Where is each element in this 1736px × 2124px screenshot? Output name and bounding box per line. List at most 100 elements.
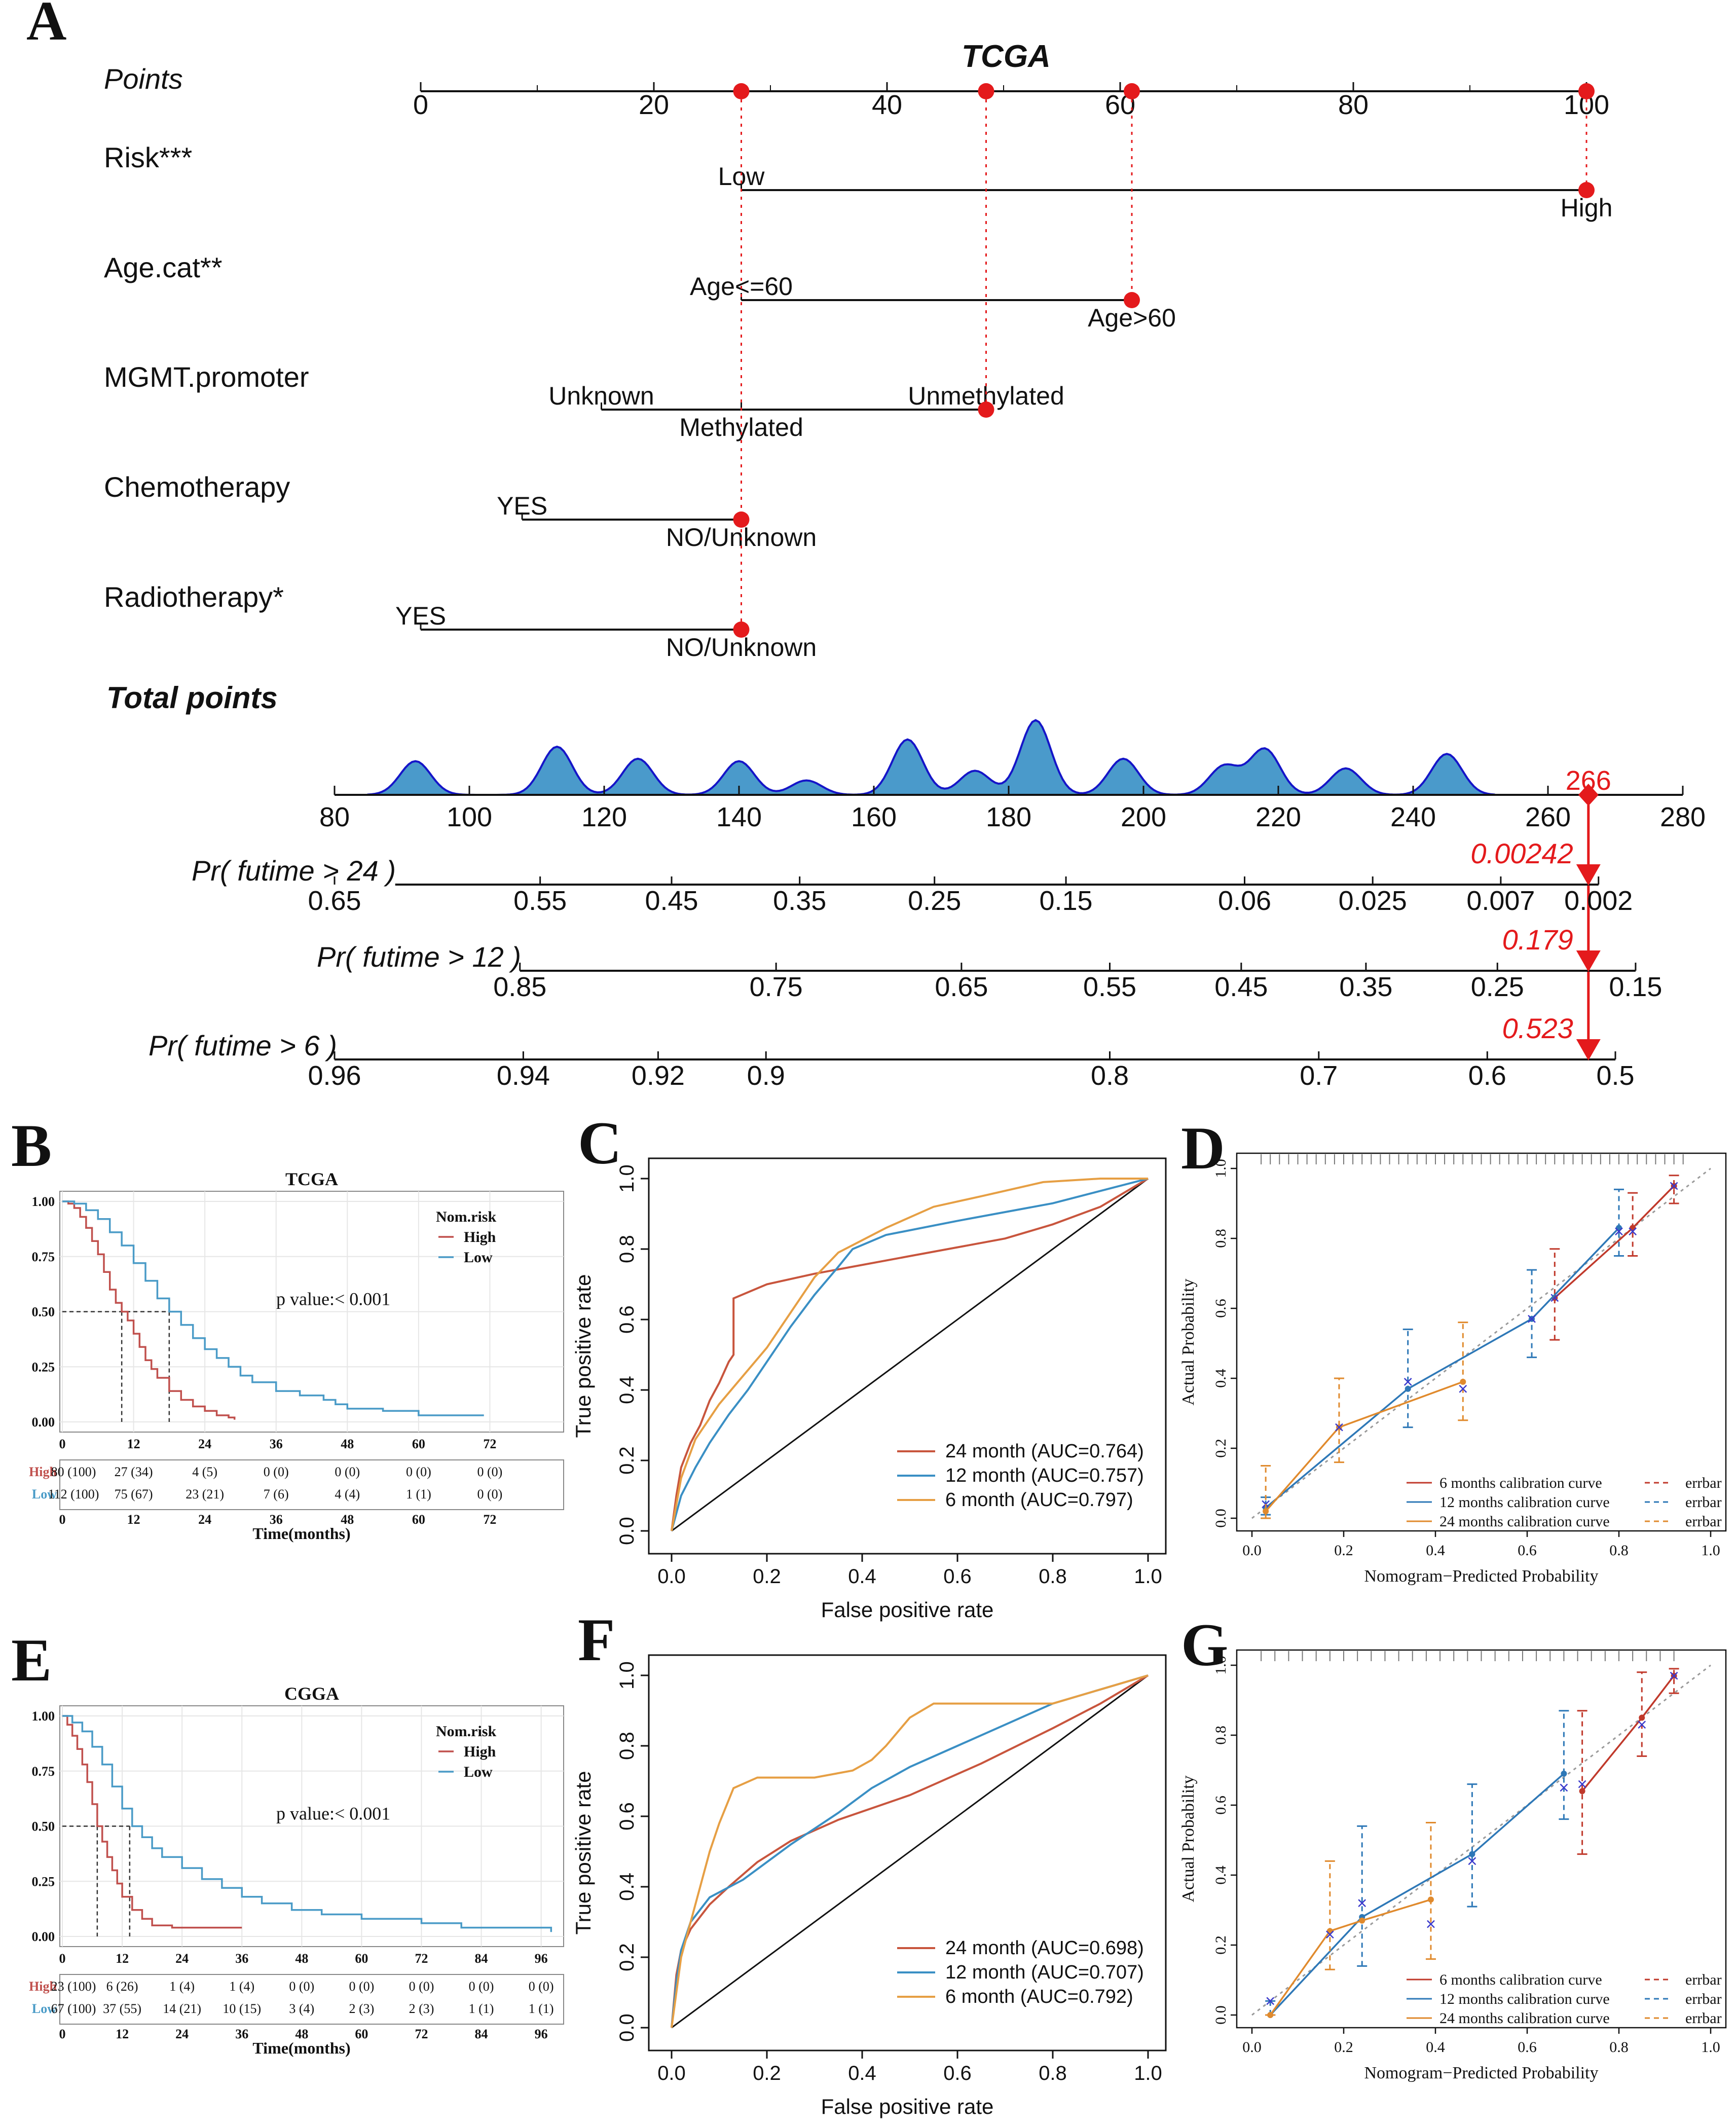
km-y-tick-label: 0.00 bbox=[32, 1929, 55, 1944]
calibration-legend-errlabel: errbar bbox=[1685, 2010, 1722, 2027]
probability-value: 0.00242 bbox=[1470, 837, 1573, 869]
probability-tick-label: 0.75 bbox=[750, 972, 803, 1002]
km-curve bbox=[62, 1715, 242, 1929]
probability-tick-label: 0.92 bbox=[632, 1060, 685, 1091]
calibration-x-tick-label: 0.6 bbox=[1518, 1542, 1537, 1559]
probability-tick-label: 0.025 bbox=[1339, 886, 1407, 916]
probability-tick-label: 0.9 bbox=[747, 1060, 785, 1091]
km-risk-row-label: High bbox=[29, 1979, 57, 1994]
calibration-x-tick-label: 0.6 bbox=[1518, 2039, 1537, 2056]
calibration-point bbox=[1263, 1508, 1269, 1515]
selection-point bbox=[1124, 292, 1140, 308]
roc-plot-frame bbox=[648, 1157, 1167, 1555]
panel-label: B bbox=[11, 1112, 52, 1179]
km-risk-value: 0 (0) bbox=[406, 1464, 431, 1479]
km-risk-value: 0 (0) bbox=[477, 1487, 503, 1502]
km-risk-value: 23 (100) bbox=[51, 1979, 96, 1994]
calibration-point bbox=[1405, 1385, 1411, 1392]
km-risk-x-tick-label: 48 bbox=[295, 2027, 308, 2041]
points-label: Points bbox=[104, 63, 183, 95]
km-risk-x-tick-label: 48 bbox=[341, 1512, 354, 1527]
panel-label: D bbox=[1181, 1114, 1225, 1182]
selection-point bbox=[733, 621, 750, 638]
roc-y-tick-label: 0.2 bbox=[616, 1446, 638, 1475]
probability-arrow bbox=[1576, 864, 1601, 886]
calibration-legend-label: 12 months calibration curve bbox=[1439, 1494, 1610, 1511]
km-p-value: p value:< 0.001 bbox=[276, 1803, 390, 1823]
calibration-observed-mark bbox=[1335, 1423, 1343, 1432]
calibration-legend-label: 6 months calibration curve bbox=[1439, 1475, 1602, 1491]
calibration-observed-mark bbox=[1670, 1182, 1678, 1190]
calibration-x-tick-label: 0.4 bbox=[1426, 2039, 1445, 2056]
km-x-tick-label: 60 bbox=[412, 1437, 425, 1451]
total-points-tick-label: 220 bbox=[1255, 802, 1301, 832]
km-risk-x-tick-label: 0 bbox=[59, 2027, 66, 2041]
calibration-legend-errlabel: errbar bbox=[1685, 1475, 1722, 1491]
calibration-observed-mark bbox=[1266, 1997, 1275, 2005]
calibration-point bbox=[1639, 1714, 1645, 1721]
calibration-legend-label: 12 months calibration curve bbox=[1439, 1991, 1610, 2007]
calibration-point bbox=[1427, 1896, 1434, 1903]
roc-curve bbox=[671, 1178, 1149, 1531]
calibration-point bbox=[1460, 1378, 1466, 1385]
panel-label-a: A bbox=[26, 0, 66, 52]
km-x-tick-label: 12 bbox=[127, 1437, 140, 1451]
calibration-y-tick-label: 1.0 bbox=[1212, 1656, 1229, 1675]
probability-axis-label: Pr( futime > 12 ) bbox=[317, 941, 521, 973]
km-y-tick-label: 0.75 bbox=[32, 1764, 55, 1779]
calibration-x-tick-label: 0.2 bbox=[1334, 2039, 1353, 2056]
km-legend-label: High bbox=[464, 1743, 496, 1760]
roc-diagonal bbox=[671, 1178, 1149, 1532]
roc-legend-label: 12 month (AUC=0.757) bbox=[945, 1465, 1144, 1486]
panel-label: F bbox=[578, 1606, 615, 1673]
calibration-observed-mark bbox=[1358, 1899, 1366, 1908]
km-x-axis-label: Time(months) bbox=[252, 2039, 350, 2057]
roc-y-tick-label: 0.8 bbox=[616, 1732, 638, 1760]
total-points-tick-label: 100 bbox=[447, 802, 492, 832]
calibration-x-axis-label: Nomogram−Predicted Probability bbox=[1364, 2064, 1598, 2082]
roc-curve bbox=[671, 1674, 1149, 2028]
km-y-tick-label: 1.00 bbox=[32, 1709, 55, 1724]
km-y-tick-label: 0.50 bbox=[32, 1305, 55, 1320]
total-points-tick-label: 160 bbox=[851, 802, 897, 832]
calibration-y-tick-label: 0.2 bbox=[1212, 1439, 1229, 1458]
roc-legend-label: 12 month (AUC=0.707) bbox=[945, 1962, 1144, 1983]
km-risk-value: 3 (4) bbox=[289, 2001, 314, 2016]
km-risk-value: 0 (0) bbox=[289, 1979, 314, 1994]
km-x-tick-label: 24 bbox=[175, 1951, 189, 1966]
calibration-x-tick-label: 0.0 bbox=[1242, 2039, 1262, 2056]
roc-curve bbox=[671, 1178, 1149, 1531]
roc-x-tick-label: 0.0 bbox=[657, 2062, 686, 2084]
calibration-curve bbox=[1269, 1898, 1431, 2016]
probability-tick-label: 0.35 bbox=[773, 886, 826, 916]
km-risk-value: 14 (21) bbox=[163, 2001, 201, 2016]
calibration-point bbox=[1267, 2012, 1274, 2018]
roc-y-tick-label: 1.0 bbox=[616, 1661, 638, 1690]
roc-x-tick-label: 0.0 bbox=[657, 1565, 686, 1588]
roc-legend-label: 6 month (AUC=0.792) bbox=[945, 1986, 1133, 2007]
roc-y-tick-label: 0.0 bbox=[616, 1517, 638, 1545]
km-y-tick-label: 0.50 bbox=[32, 1819, 55, 1834]
calibration-legend-label: 6 months calibration curve bbox=[1439, 1971, 1602, 1988]
km-risk-value: 7 (6) bbox=[264, 1487, 289, 1502]
calibration-y-tick-label: 0.0 bbox=[1212, 1509, 1229, 1528]
probability-tick-label: 0.15 bbox=[1039, 886, 1092, 916]
km-risk-x-tick-label: 60 bbox=[412, 1512, 425, 1527]
points-tick-label: 40 bbox=[872, 90, 902, 120]
roc-x-tick-label: 0.2 bbox=[753, 1565, 781, 1588]
total-points-tick-label: 140 bbox=[716, 802, 762, 832]
total-points-density bbox=[367, 719, 1495, 796]
km-legend-label: Low bbox=[464, 1249, 493, 1266]
km-risk-x-tick-label: 96 bbox=[535, 2027, 548, 2041]
total-points-marker bbox=[1578, 784, 1599, 806]
calibration-x-tick-label: 0.4 bbox=[1426, 1542, 1445, 1559]
km-risk-x-tick-label: 0 bbox=[59, 1512, 66, 1527]
points-tick-label: 0 bbox=[413, 90, 428, 120]
calibration-legend-label: 24 months calibration curve bbox=[1439, 2010, 1610, 2027]
calibration-point bbox=[1579, 1788, 1585, 1795]
probability-tick-label: 0.96 bbox=[308, 1060, 361, 1091]
calibration-x-axis-label: Nomogram−Predicted Probability bbox=[1364, 1567, 1598, 1586]
roc-x-axis-label: False positive rate bbox=[821, 2095, 994, 2118]
total-points-tick-label: 200 bbox=[1121, 802, 1166, 832]
calibration-observed-mark bbox=[1560, 1783, 1568, 1792]
